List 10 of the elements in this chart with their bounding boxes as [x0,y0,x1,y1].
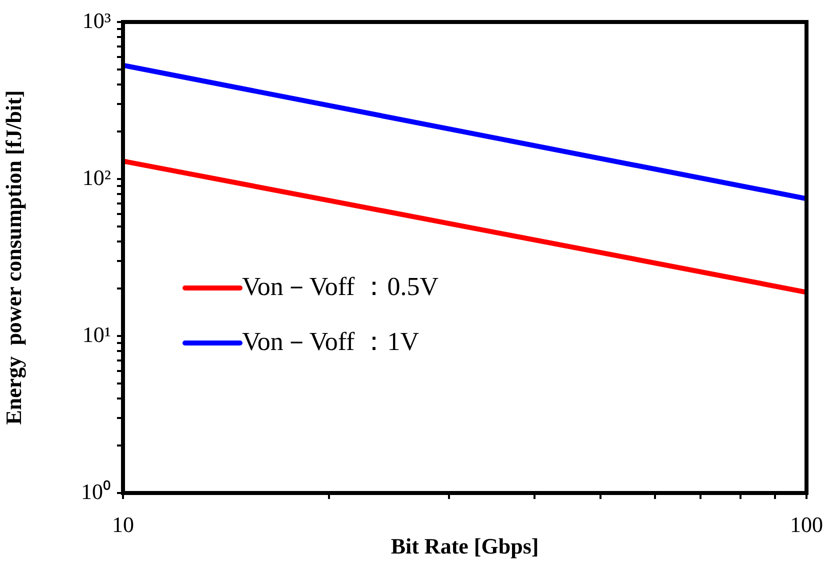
y-tick-label: 10¹ [82,322,111,347]
y-tick-label: 10³ [82,8,112,33]
x-tick-label: 100 [790,512,823,537]
x-axis-title: Bit Rate [Gbps] [390,533,539,558]
legend-label: Von－Voff ：0.5V [242,272,439,301]
x-tick-label: 10 [112,512,134,537]
legend-label: Von－Voff ：1V [242,326,420,356]
y-axis-title: Energy power consumption [fJ/bit] [0,90,26,425]
y-tick-label: 10⁰ [81,478,111,504]
y-tick-label: 10² [82,164,112,190]
